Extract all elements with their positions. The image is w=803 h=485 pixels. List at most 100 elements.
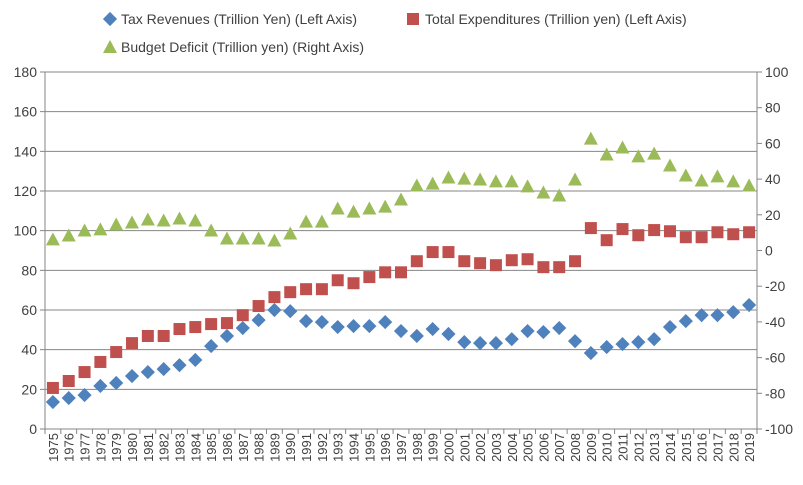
point-tax-revenue — [457, 335, 472, 350]
x-axis-tick-label: 1979 — [109, 433, 124, 462]
point-tax-revenue — [647, 332, 662, 347]
point-tax-revenue — [393, 323, 409, 339]
left-axis-tick-label: 100 — [14, 223, 38, 239]
point-tax-revenue — [504, 332, 519, 347]
legend-marker-square — [407, 13, 419, 25]
point-tax-revenue — [267, 302, 282, 318]
left-axis-tick-label: 160 — [14, 104, 38, 120]
x-axis-tick-label: 2007 — [552, 433, 567, 462]
x-axis-tick-label: 1986 — [220, 433, 235, 462]
point-budget-deficit — [504, 174, 519, 188]
x-axis-tick-label: 2009 — [584, 433, 599, 462]
point-total-expenditure — [474, 257, 487, 270]
legend-marker-triangle — [103, 40, 117, 53]
point-budget-deficit — [219, 231, 234, 245]
point-total-expenditure — [205, 318, 218, 331]
x-axis-tick-label: 1981 — [141, 433, 156, 462]
point-budget-deficit — [647, 146, 662, 160]
point-budget-deficit — [109, 217, 124, 231]
point-total-expenditure — [220, 317, 233, 330]
point-tax-revenue — [583, 345, 598, 361]
right-axis-tick-label: -80 — [765, 385, 785, 401]
point-tax-revenue — [615, 337, 630, 352]
right-axis-tick-label: -20 — [765, 278, 785, 294]
series-diamond — [45, 297, 757, 410]
point-budget-deficit — [362, 201, 377, 215]
x-axis-tick-label: 1977 — [78, 433, 93, 462]
x-axis-tick-label: 1990 — [283, 433, 298, 462]
point-budget-deficit — [45, 232, 60, 246]
x-axis-tick-label: 2004 — [505, 433, 520, 462]
point-total-expenditure — [600, 234, 613, 247]
point-budget-deficit — [742, 178, 757, 192]
left-axis-tick-label: 140 — [14, 143, 38, 159]
x-axis-tick-label: 2017 — [710, 433, 725, 462]
right-axis-tick-label: 20 — [765, 207, 781, 223]
point-tax-revenue — [330, 319, 345, 335]
left-axis-tick-label: 80 — [21, 262, 37, 278]
legend-label: Budget Deficit (Trillion yen) (Right Axi… — [121, 39, 364, 55]
point-tax-revenue — [567, 334, 583, 349]
point-tax-revenue — [172, 358, 187, 373]
legend-item-budget-deficit[interactable]: Budget Deficit (Trillion yen) (Right Axi… — [103, 39, 364, 55]
point-budget-deficit — [488, 174, 503, 188]
x-axis-tick-label: 1989 — [267, 433, 282, 462]
legend-marker-diamond — [102, 11, 118, 27]
point-total-expenditure — [315, 283, 328, 296]
x-axis-tick-label: 1996 — [378, 433, 393, 462]
point-budget-deficit — [299, 214, 314, 228]
point-budget-deficit — [378, 199, 393, 213]
x-axis-tick-label: 1997 — [394, 433, 409, 462]
point-budget-deficit — [583, 131, 598, 145]
x-axis-tick-label: 1995 — [362, 433, 377, 462]
right-axis-tick-label: -60 — [765, 350, 785, 366]
left-axis-tick-label: 120 — [14, 183, 38, 199]
legend-item-total-expenditures[interactable]: Total Expenditures (Trillion yen) (Left … — [407, 11, 687, 27]
point-budget-deficit — [473, 172, 488, 186]
point-tax-revenue — [346, 318, 361, 334]
point-total-expenditure — [679, 231, 692, 244]
legend-label: Total Expenditures (Trillion yen) (Left … — [425, 11, 687, 27]
point-tax-revenue — [520, 323, 535, 339]
point-tax-revenue — [219, 328, 235, 344]
x-axis-tick-label: 2005 — [521, 433, 536, 462]
x-axis-tick-label: 1982 — [157, 433, 172, 462]
left-axis-tick-label: 20 — [21, 381, 37, 397]
point-budget-deficit — [93, 222, 108, 236]
point-total-expenditure — [268, 291, 281, 304]
left-axis-tick-label: 180 — [14, 64, 38, 80]
point-budget-deficit — [283, 226, 298, 240]
point-budget-deficit — [726, 174, 741, 188]
point-total-expenditure — [537, 261, 550, 274]
x-axis-tick-label: 1984 — [188, 433, 203, 462]
point-tax-revenue — [45, 394, 60, 410]
point-budget-deficit — [235, 231, 250, 245]
point-tax-revenue — [552, 320, 567, 336]
point-tax-revenue — [536, 324, 551, 340]
point-tax-revenue — [425, 321, 440, 337]
x-axis-tick-label: 2012 — [631, 433, 646, 462]
axes: 0 20 40 60 80 100 120 140 160 180 -100 -80 -60 -40 -20… — [14, 64, 794, 462]
x-axis-tick-label: 2015 — [679, 433, 694, 462]
point-tax-revenue — [662, 319, 678, 335]
point-tax-revenue — [109, 375, 124, 391]
point-budget-deficit — [267, 233, 282, 247]
point-budget-deficit — [77, 223, 92, 237]
x-axis-tick-label: 1980 — [125, 433, 140, 462]
point-tax-revenue — [378, 315, 393, 330]
series-triangle — [45, 131, 757, 247]
point-tax-revenue — [93, 378, 108, 394]
point-budget-deficit — [520, 179, 535, 193]
point-budget-deficit — [631, 149, 646, 163]
point-total-expenditure — [616, 223, 629, 236]
point-budget-deficit — [552, 188, 567, 202]
point-total-expenditure — [569, 255, 582, 268]
point-total-expenditure — [632, 229, 645, 242]
legend-item-tax-revenues[interactable]: Tax Revenues (Trillion Yen) (Left Axis) — [102, 11, 357, 27]
point-budget-deficit — [204, 223, 219, 237]
point-budget-deficit — [125, 215, 140, 229]
point-total-expenditure — [743, 226, 756, 239]
point-budget-deficit — [188, 213, 203, 227]
x-axis-tick-label: 1988 — [252, 433, 267, 462]
